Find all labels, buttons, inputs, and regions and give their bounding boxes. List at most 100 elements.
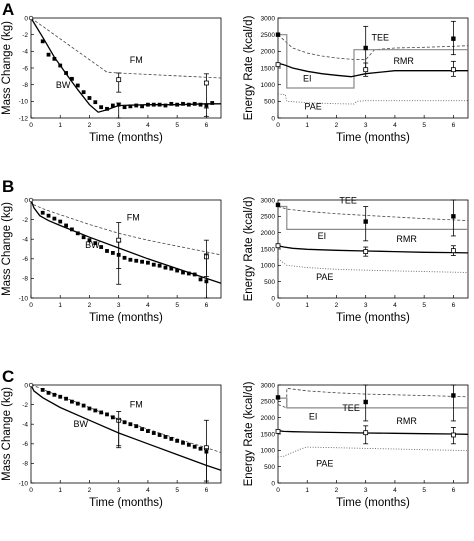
- data-point-marker: [151, 431, 156, 435]
- data-point-marker: [75, 83, 80, 88]
- open-square-marker: [363, 67, 369, 73]
- y-tick-label: 1500: [261, 246, 276, 253]
- y-tick-label: 2000: [261, 415, 276, 422]
- chart-b-left: 0 1 2 3 4 5 6 0 -2 -4 -6 -8 -10 Time (months) Mass Cha…: [1, 197, 222, 324]
- data-point-marker: [52, 392, 57, 397]
- data-point-marker: [75, 401, 80, 406]
- x-tick-label: 4: [393, 122, 397, 129]
- y-tick-label: 0: [271, 480, 275, 487]
- data-point-marker: [169, 266, 174, 271]
- data-point-marker: [140, 259, 144, 264]
- data-point-marker: [81, 403, 86, 408]
- series-label-pae: PAE: [316, 459, 333, 469]
- data-point-marker: [87, 96, 92, 100]
- data-point-marker: [52, 56, 57, 61]
- series-line-ei: [278, 34, 468, 89]
- data-point-marker: [105, 106, 109, 111]
- data-point-marker: [46, 213, 51, 218]
- open-square-marker: [450, 248, 456, 254]
- x-tick-label: 1: [58, 122, 62, 129]
- data-point-marker: [122, 420, 127, 425]
- series-line-rmr: [277, 430, 469, 435]
- series-label-fm: FM: [127, 213, 140, 223]
- data-point-marker: [99, 105, 104, 110]
- x-tick-label: 6: [205, 302, 209, 309]
- x-tick-label: 2: [335, 487, 339, 494]
- data-point-marker: [46, 52, 51, 57]
- x-tick-label: 1: [305, 487, 309, 494]
- y-tick-label: -6: [22, 256, 28, 263]
- x-tick-label: 5: [422, 122, 426, 129]
- origin-marker: [28, 197, 34, 203]
- data-point-marker: [93, 100, 98, 105]
- y-tick-label: 0: [271, 115, 275, 122]
- y-tick-label: 3000: [261, 15, 276, 22]
- x-tick-label: 5: [175, 302, 179, 309]
- data-point-marker: [40, 388, 45, 392]
- series-line-tee: [277, 206, 469, 221]
- data-point-marker: [181, 270, 185, 275]
- y-axis-title: Mass Change (kg): [1, 387, 13, 481]
- data-point-marker: [58, 394, 63, 399]
- series-label-ei: EI: [318, 231, 327, 241]
- x-tick-label: 5: [175, 487, 179, 494]
- series-line-ei: [278, 205, 468, 230]
- data-point-marker: [128, 104, 133, 109]
- data-point-marker: [181, 101, 185, 106]
- y-tick-label: -6: [22, 441, 28, 448]
- x-tick-label: 3: [364, 122, 368, 129]
- data-point-marker: [105, 412, 109, 417]
- data-point-marker: [81, 235, 86, 240]
- data-point-marker: [186, 442, 191, 447]
- x-tick-label: 0: [276, 302, 280, 309]
- data-point-marker: [163, 435, 168, 439]
- data-point-marker: [70, 76, 74, 81]
- data-point-marker: [58, 63, 63, 68]
- open-square-marker: [363, 430, 369, 436]
- data-point-marker: [134, 258, 139, 263]
- x-axis-title: Time (months): [89, 132, 163, 144]
- data-point-marker: [163, 265, 168, 270]
- data-point-marker: [87, 406, 92, 411]
- y-axis-title: Mass Change (kg): [1, 21, 13, 115]
- x-tick-label: 0: [29, 122, 33, 129]
- data-point-marker: [169, 101, 174, 106]
- filled-square-marker: [275, 202, 281, 208]
- data-point-marker: [146, 429, 150, 433]
- x-tick-label: 5: [175, 122, 179, 129]
- data-point-marker: [93, 408, 98, 413]
- data-point-marker: [93, 241, 98, 246]
- filled-square-marker: [363, 219, 368, 224]
- y-tick-label: 2500: [261, 214, 276, 221]
- y-tick-label: 0: [24, 382, 28, 389]
- series-label-rmr: RMR: [393, 56, 414, 66]
- series-label-ei: EI: [309, 411, 318, 421]
- series-label-fm: FM: [130, 400, 143, 410]
- series-label-pae: PAE: [304, 102, 321, 112]
- y-tick-label: -4: [22, 422, 28, 429]
- y-tick-label: 0: [271, 295, 275, 302]
- open-square-marker: [275, 62, 281, 68]
- data-point-marker: [64, 223, 68, 228]
- series-label-bw: BW: [85, 240, 100, 250]
- filled-square-marker: [363, 399, 368, 405]
- series-label-tee: TEE: [342, 403, 360, 413]
- y-tick-label: -8: [22, 461, 28, 468]
- data-point-marker: [122, 255, 127, 260]
- filled-square-marker: [363, 45, 368, 51]
- data-point-marker: [64, 71, 68, 75]
- data-point-marker: [157, 102, 162, 107]
- y-tick-label: -4: [22, 237, 28, 244]
- x-tick-label: 4: [146, 122, 150, 129]
- y-tick-label: 2500: [261, 399, 276, 406]
- data-point-marker: [134, 103, 139, 108]
- data-point-marker: [157, 263, 162, 268]
- panel-letter-b: B: [2, 177, 14, 196]
- data-point-marker: [146, 260, 150, 265]
- data-point-marker: [151, 262, 156, 267]
- y-tick-label: 1000: [261, 82, 276, 89]
- data-point-marker: [163, 103, 168, 108]
- series-label-rmr: RMR: [396, 416, 417, 426]
- series-label-tee: TEE: [339, 195, 357, 205]
- filled-square-marker: [451, 36, 456, 41]
